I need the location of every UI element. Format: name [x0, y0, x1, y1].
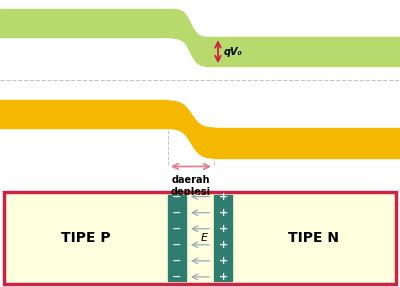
- Text: +: +: [218, 240, 228, 250]
- Text: −: −: [172, 240, 182, 250]
- Bar: [214, 195, 232, 281]
- Text: +: +: [218, 272, 228, 282]
- Text: −: −: [172, 256, 182, 266]
- Text: +: +: [218, 192, 228, 201]
- Text: daerah
deplesi: daerah deplesi: [171, 175, 211, 197]
- Bar: [4, 192, 396, 284]
- Text: TIPE N: TIPE N: [288, 231, 340, 245]
- Text: TIPE P: TIPE P: [61, 231, 111, 245]
- Bar: [168, 195, 186, 281]
- Text: −: −: [172, 224, 182, 234]
- Text: +: +: [218, 208, 228, 218]
- Text: −: −: [172, 208, 182, 218]
- Text: +: +: [218, 256, 228, 266]
- Text: −: −: [172, 192, 182, 201]
- Text: E: E: [200, 233, 208, 243]
- Text: qV₀: qV₀: [224, 47, 243, 57]
- Text: −: −: [172, 272, 182, 282]
- Text: +: +: [218, 224, 228, 234]
